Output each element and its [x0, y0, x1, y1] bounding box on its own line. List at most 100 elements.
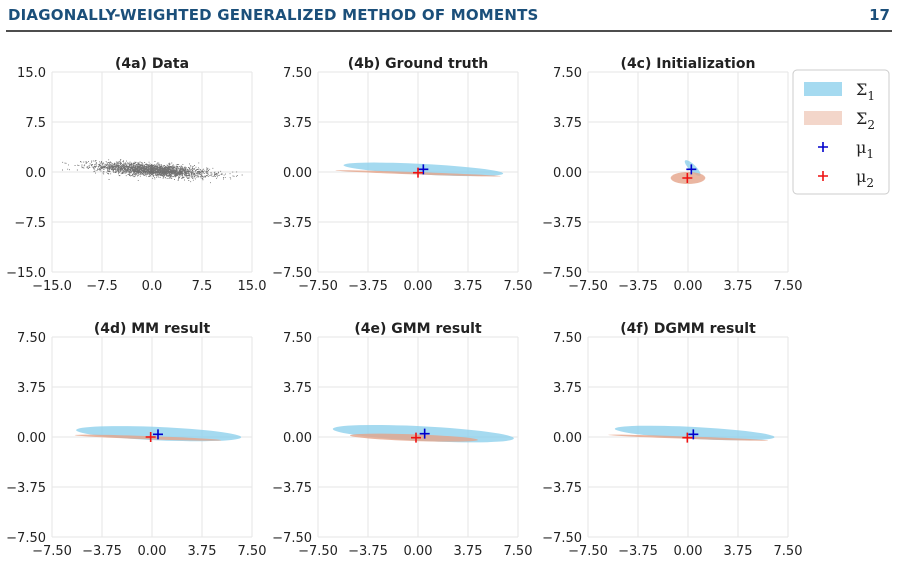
y-tick-label: −7.50	[542, 266, 582, 281]
x-tick-label: 7.50	[774, 279, 803, 294]
y-tick-label: 0.0	[25, 166, 46, 181]
x-tick-label: 0.00	[404, 544, 433, 559]
y-tick-label: −3.75	[6, 481, 46, 496]
x-tick-label: 15.0	[238, 279, 267, 294]
x-tick-label: −7.50	[568, 279, 608, 294]
mu1-legend-label: μ1	[856, 138, 874, 161]
x-tick-label: 3.75	[454, 544, 483, 559]
plot-area	[670, 160, 706, 184]
y-tick-label: 7.50	[17, 331, 46, 346]
y-tick-label: −7.5	[14, 216, 46, 231]
y-tick-label: 7.50	[553, 331, 582, 346]
legend: Σ1 Σ2 μ1 μ2	[792, 69, 890, 195]
panel-title: (4f) DGMM result	[620, 321, 756, 337]
plot-area	[332, 424, 514, 443]
mu2-marker	[682, 173, 693, 183]
mu2-marker	[411, 432, 421, 443]
header-rule	[6, 30, 892, 32]
x-tick-label: 0.00	[404, 279, 433, 294]
panel-1: −15.0 15.0 −7.5 7.5 0.0 0.0 7.5 −7.5 15.0 −15.0 (4…	[6, 56, 266, 294]
mu1-marker	[418, 164, 429, 175]
x-tick-label: −3.75	[82, 544, 122, 559]
x-tick-label: 3.75	[188, 544, 217, 559]
y-tick-label: −3.75	[542, 481, 582, 496]
mu1-marker	[686, 164, 697, 175]
panel-5: −7.50 7.50 −3.75 3.75 0.00 0.00 3.75 −3.75 7.50 −…	[272, 321, 532, 559]
panel-title: (4e) GMM result	[354, 321, 482, 337]
sigma1-ellipse	[684, 160, 701, 176]
mu2-legend-marker	[818, 171, 828, 181]
y-tick-label: −3.75	[272, 481, 312, 496]
y-tick-label: 0.00	[17, 431, 46, 446]
panel-title: (4b) Ground truth	[348, 56, 489, 72]
x-tick-label: 7.50	[238, 544, 267, 559]
sigma1-legend-label: Σ1	[856, 80, 875, 103]
mu2-marker	[682, 432, 693, 443]
y-tick-label: −7.50	[6, 531, 46, 546]
y-tick-label: 7.50	[553, 66, 582, 81]
y-tick-label: −3.75	[272, 216, 312, 231]
x-tick-label: 3.75	[724, 279, 753, 294]
x-tick-label: −3.75	[618, 544, 658, 559]
sigma1-legend-patch	[804, 82, 842, 96]
x-tick-label: 7.50	[504, 279, 533, 294]
mu1-marker	[419, 428, 430, 439]
x-tick-label: −7.50	[568, 544, 608, 559]
y-tick-label: 3.75	[553, 381, 582, 396]
plot-area	[62, 159, 243, 184]
x-tick-label: −3.75	[348, 544, 388, 559]
y-tick-label: 7.5	[25, 116, 46, 131]
legend-frame	[792, 69, 890, 195]
sigma2-legend-patch	[804, 111, 842, 125]
sigma1-ellipse	[614, 425, 775, 441]
x-tick-label: 0.00	[138, 544, 167, 559]
x-tick-label: −15.0	[32, 279, 72, 294]
page-header: DIAGONALLY-WEIGHTED GENERALIZED METHOD O…	[0, 0, 898, 36]
mu1-marker	[688, 429, 699, 440]
x-tick-label: 3.75	[724, 544, 753, 559]
y-tick-label: 3.75	[283, 116, 312, 131]
plot-area	[608, 425, 775, 443]
x-tick-label: −7.50	[32, 544, 72, 559]
x-tick-label: 0.00	[674, 279, 703, 294]
x-tick-label: 7.5	[192, 279, 213, 294]
plot-area	[74, 426, 242, 442]
x-tick-label: −7.5	[86, 279, 118, 294]
mu1-legend-marker	[818, 142, 828, 152]
y-tick-label: 7.50	[283, 331, 312, 346]
mu2-marker	[413, 167, 423, 178]
panel-title: (4a) Data	[115, 56, 189, 72]
y-tick-label: 0.00	[283, 431, 312, 446]
mu2-marker	[145, 432, 156, 442]
y-tick-label: 15.0	[17, 66, 46, 81]
panels: −15.0 15.0 −7.5 7.5 0.0 0.0 7.5 −7.5 15.0 −15.0 (4…	[6, 56, 802, 559]
sigma2-legend-label: Σ2	[856, 109, 875, 132]
x-tick-label: −3.75	[618, 279, 658, 294]
panel-4: −7.50 7.50 −3.75 3.75 0.00 0.00 3.75 −3.75 7.50 −…	[6, 321, 266, 559]
x-tick-label: 0.00	[674, 544, 703, 559]
y-tick-label: −7.50	[542, 531, 582, 546]
mu2-legend-label: μ2	[856, 167, 874, 190]
panel-title: (4c) Initialization	[621, 56, 756, 72]
y-tick-label: −7.50	[272, 531, 312, 546]
x-tick-label: −7.50	[298, 279, 338, 294]
panel-3: −7.50 7.50 −3.75 3.75 0.00 0.00 3.75 −3.75 7.50 −…	[542, 56, 802, 294]
panel-6: −7.50 7.50 −3.75 3.75 0.00 0.00 3.75 −3.75 7.50 −…	[542, 321, 802, 559]
x-tick-label: 7.50	[504, 544, 533, 559]
y-tick-label: 3.75	[17, 381, 46, 396]
x-tick-label: 7.50	[774, 544, 803, 559]
y-tick-label: −7.50	[272, 266, 312, 281]
panel-title: (4d) MM result	[94, 321, 211, 337]
y-tick-label: −15.0	[6, 266, 46, 281]
y-tick-label: −3.75	[542, 216, 582, 231]
data-points	[62, 159, 243, 184]
y-tick-label: 0.00	[553, 431, 582, 446]
y-tick-label: 0.00	[283, 166, 312, 181]
running-title: DIAGONALLY-WEIGHTED GENERALIZED METHOD O…	[8, 6, 539, 24]
page-number: 17	[869, 6, 890, 24]
y-tick-label: 0.00	[553, 166, 582, 181]
mu1-marker	[153, 429, 163, 440]
panel-2: −7.50 7.50 −3.75 3.75 0.00 0.00 3.75 −3.75 7.50 −…	[272, 56, 532, 294]
x-tick-label: −7.50	[298, 544, 338, 559]
